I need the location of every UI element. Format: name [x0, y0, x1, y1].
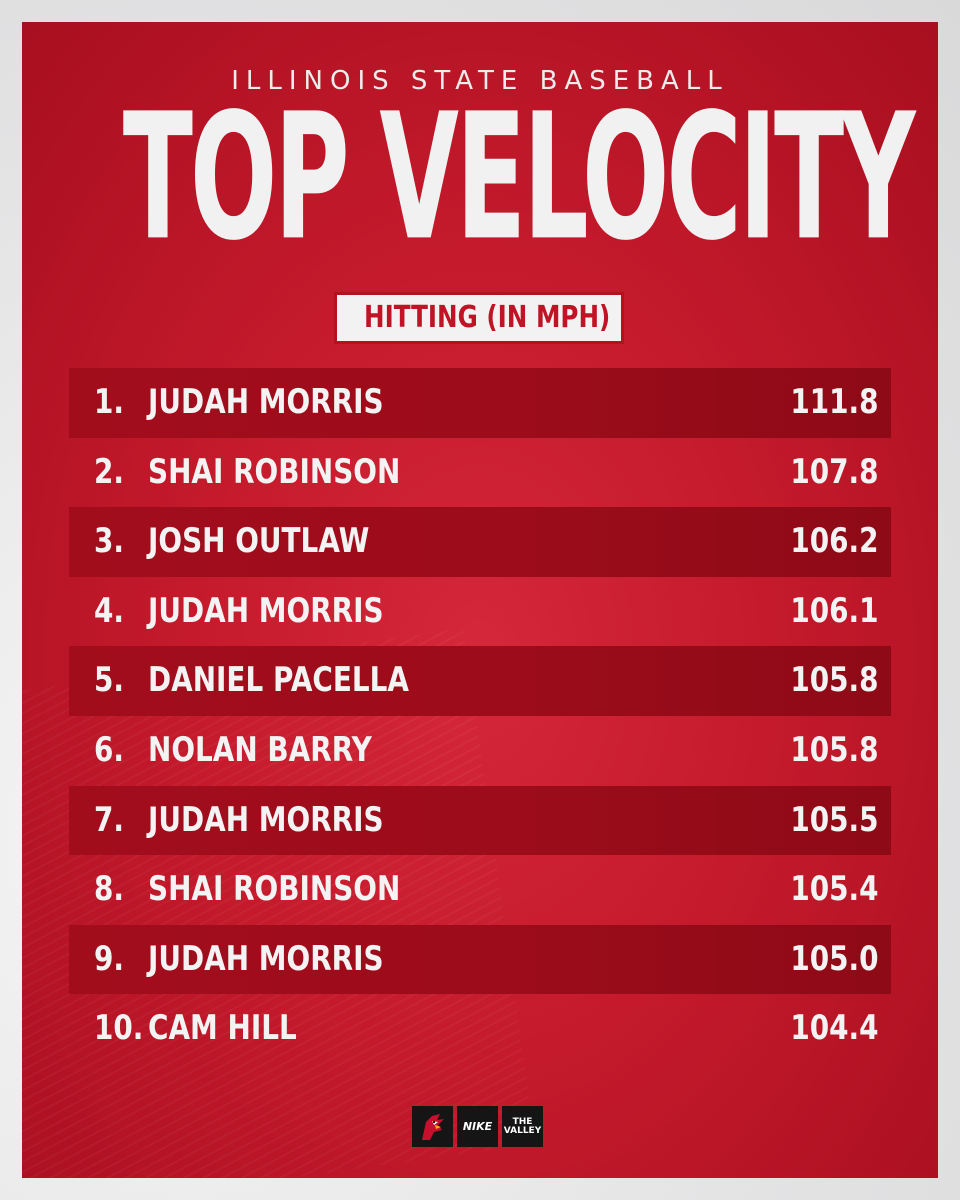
redbird-logo-icon [412, 1106, 453, 1147]
velocity-value: 105.5 [790, 799, 879, 840]
player-name: JOSH OUTLAW [148, 521, 370, 562]
leaderboard-row: 6. NOLAN BARRY 105.8 [69, 716, 891, 786]
rank: 2. [94, 451, 124, 492]
rank: 6. [94, 729, 124, 770]
graphic-panel: ILLINOIS STATE BASEBALL TOP VELOCITY HIT… [22, 22, 938, 1178]
velocity-value: 104.4 [790, 1008, 879, 1049]
rank: 1. [94, 382, 124, 422]
leaderboard-row: 2. SHAI ROBINSON 107.8 [69, 438, 891, 508]
velocity-value: 105.0 [790, 938, 879, 979]
redbird-logo-icon [421, 1113, 444, 1140]
nike-logo-icon: NIKE [457, 1106, 498, 1147]
velocity-value: 111.8 [790, 382, 879, 422]
velocity-value: 107.8 [790, 451, 879, 492]
valley-logo-text-top: THE [512, 1116, 533, 1127]
rank: 10. [94, 1008, 144, 1049]
leaderboard-row: 1. JUDAH MORRIS 111.8 [69, 368, 891, 438]
velocity-value: 105.8 [790, 660, 879, 701]
the-valley-logo-icon: THE VALLEY [502, 1106, 543, 1147]
velocity-value: 105.8 [790, 729, 879, 770]
leaderboard-row: 5. DANIEL PACELLA 105.8 [69, 646, 891, 716]
velocity-value: 106.1 [790, 590, 879, 631]
rank: 8. [94, 869, 124, 910]
rank: 4. [94, 590, 124, 631]
velocity-value: 106.2 [790, 521, 879, 562]
rank: 9. [94, 938, 124, 979]
leaderboard-row: 3. JOSH OUTLAW 106.2 [69, 507, 891, 577]
valley-logo-text-main: VALLEY [503, 1125, 542, 1136]
player-name: JUDAH MORRIS [148, 938, 384, 979]
leaderboard-row: 7. JUDAH MORRIS 105.5 [69, 785, 891, 856]
rank: 3. [94, 521, 124, 562]
subtitle: ILLINOIS STATE BASEBALL [231, 66, 729, 96]
rank: 5. [94, 660, 124, 701]
player-name: JUDAH MORRIS [148, 590, 384, 631]
rank: 7. [94, 799, 124, 840]
velocity-value: 105.4 [790, 869, 879, 910]
leaderboard-row: 10. CAM HILL 104.4 [69, 994, 891, 1064]
leaderboard-row: 4. JUDAH MORRIS 106.1 [69, 577, 891, 647]
leaderboard-row: 9. JUDAH MORRIS 105.0 [69, 924, 891, 995]
player-name: JUDAH MORRIS [148, 799, 384, 840]
player-name: SHAI ROBINSON [148, 451, 401, 492]
category-badge: HITTING (IN MPH) [334, 292, 624, 344]
leaderboard: 1. JUDAH MORRIS 111.8 2. SHAI ROBINSON 1… [69, 368, 891, 1064]
player-name: NOLAN BARRY [148, 729, 372, 770]
sponsor-logos: NIKE THE VALLEY [412, 1106, 544, 1152]
player-name: SHAI ROBINSON [148, 869, 401, 910]
player-name: DANIEL PACELLA [148, 660, 410, 701]
player-name: CAM HILL [148, 1008, 297, 1049]
category-badge-label: HITTING (IN MPH) [364, 300, 611, 335]
page-title: TOP VELOCITY [122, 76, 916, 280]
player-name: JUDAH MORRIS [148, 382, 384, 422]
nike-logo-text: NIKE [462, 1120, 493, 1133]
leaderboard-row: 8. SHAI ROBINSON 105.4 [69, 855, 891, 925]
